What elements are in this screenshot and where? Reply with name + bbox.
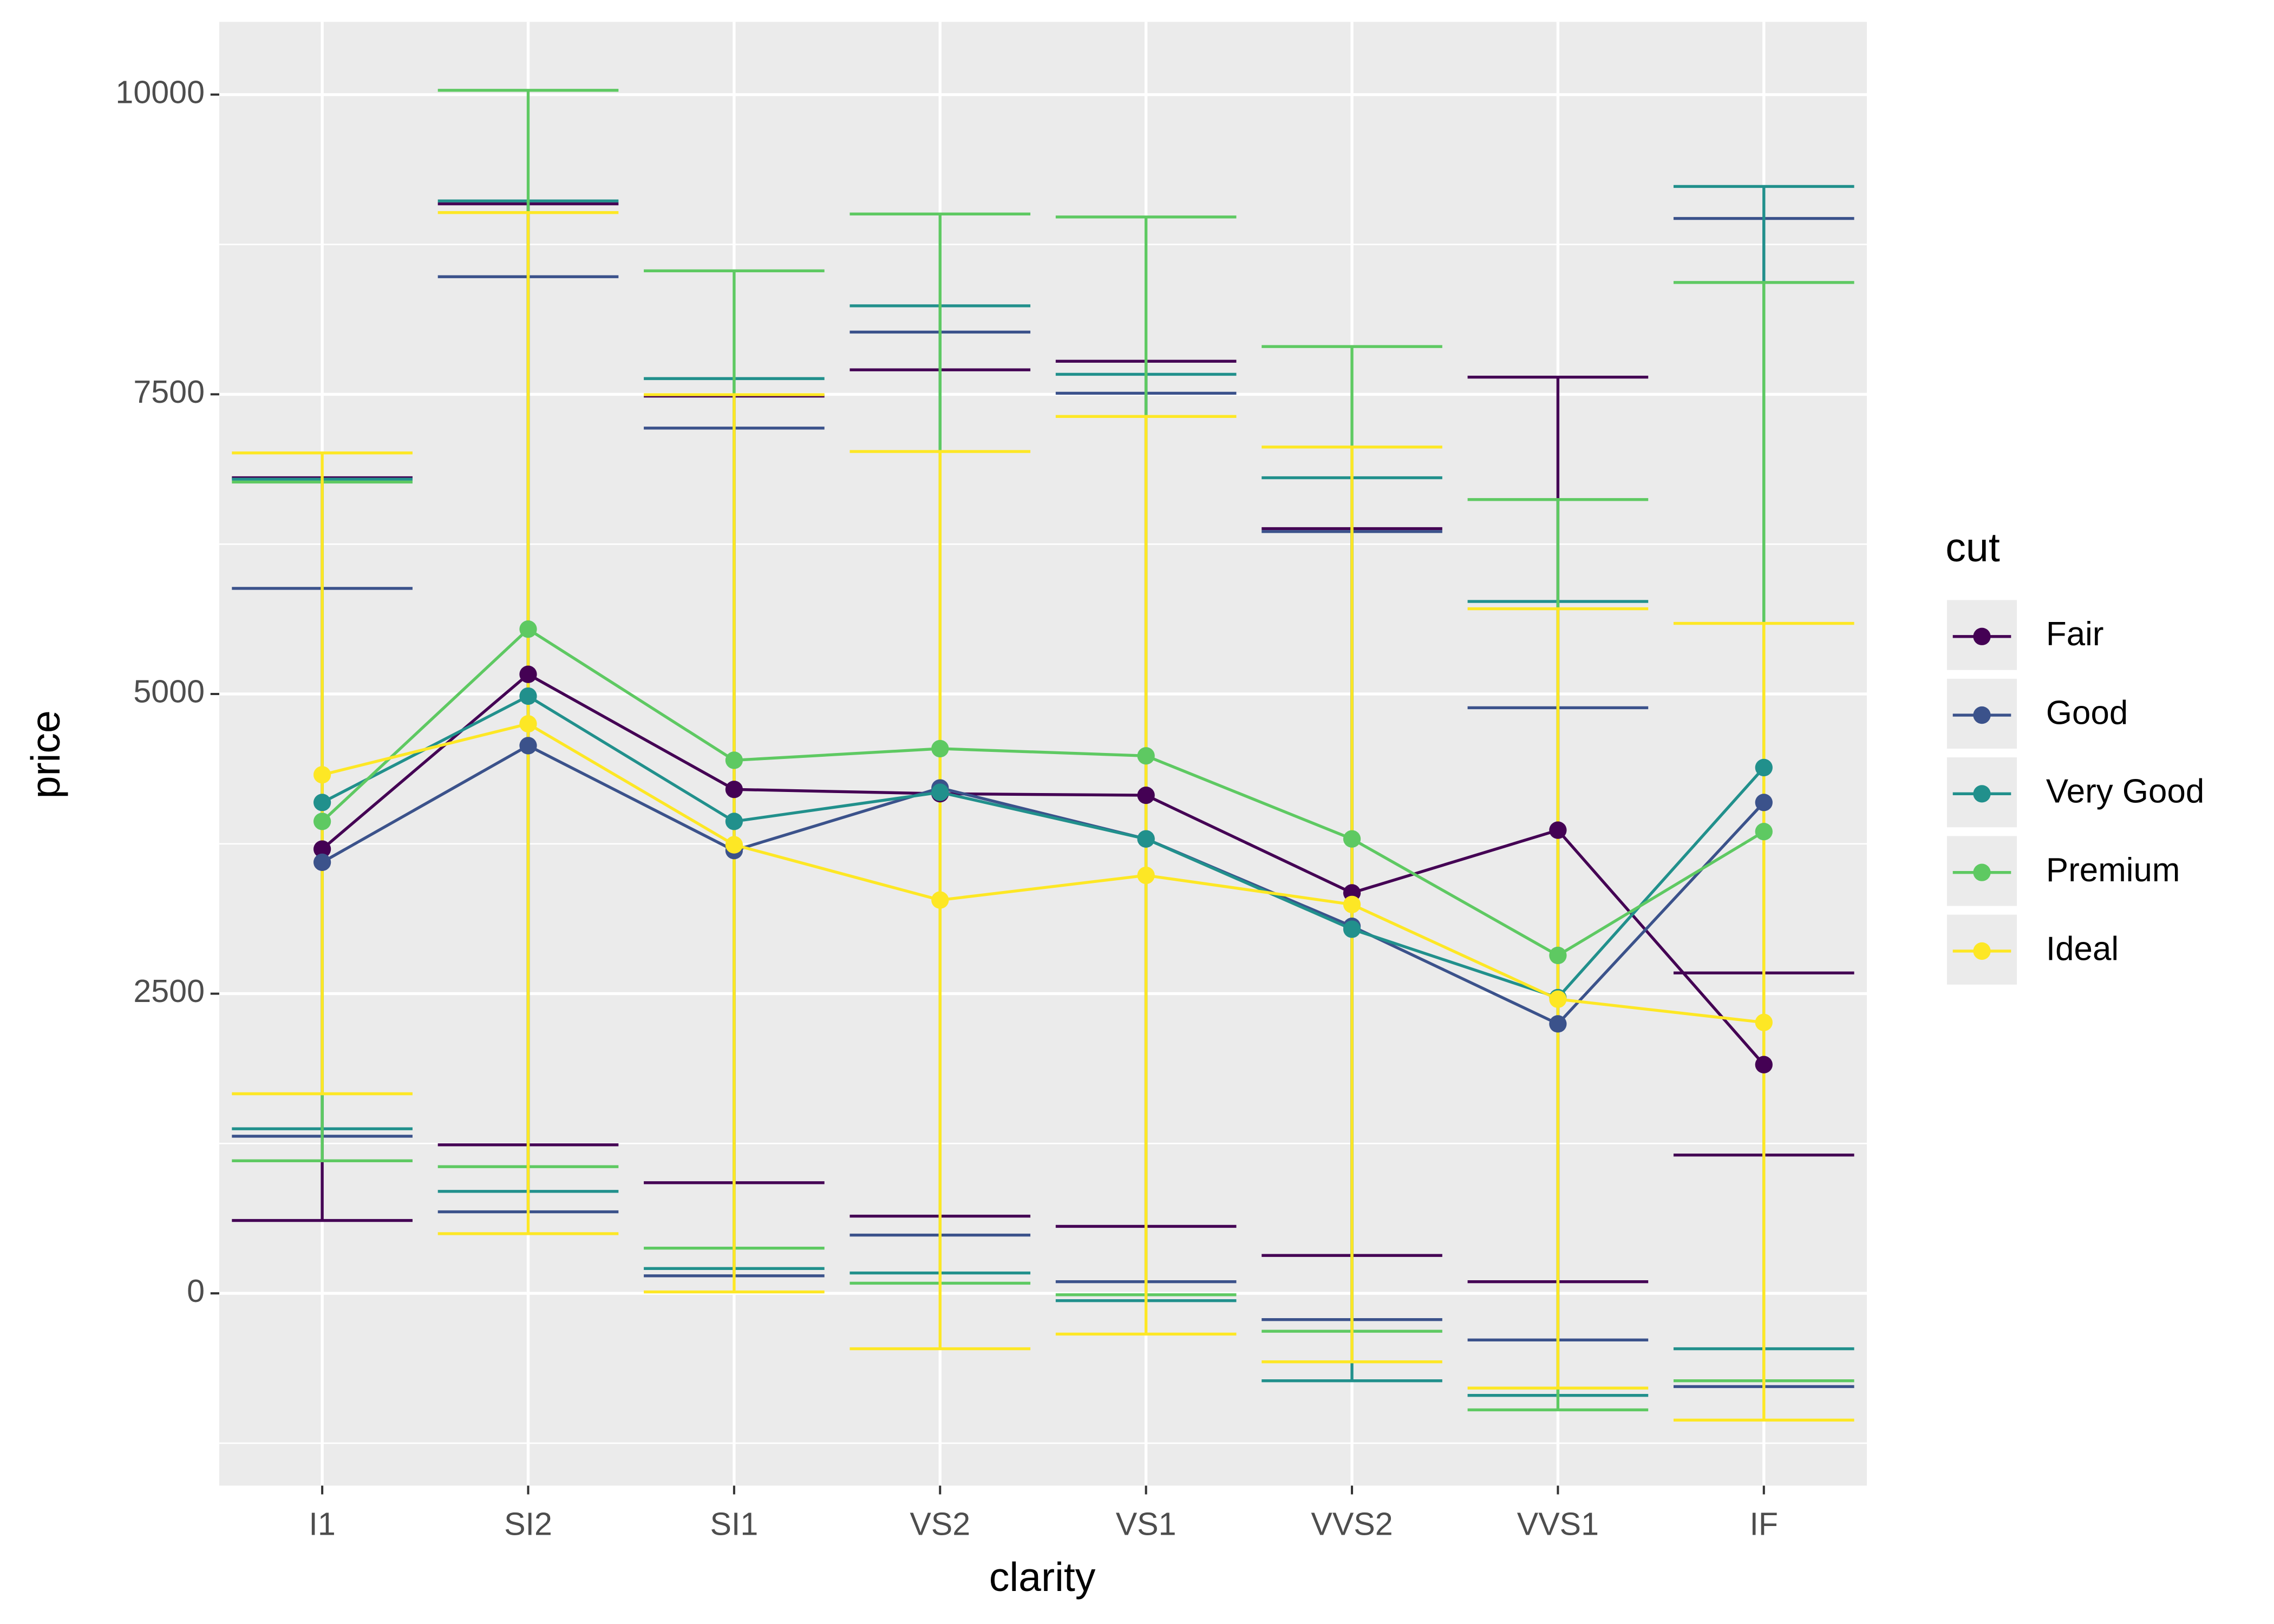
series-line (322, 722, 1765, 1024)
data-point (1343, 830, 1361, 848)
panel-background (219, 22, 1867, 1486)
y-tick-label: 2500 (133, 973, 205, 1009)
legend-label: Ideal (2046, 930, 2119, 967)
data-point (1755, 758, 1773, 777)
data-point (1549, 821, 1567, 839)
data-point (1549, 946, 1567, 965)
data-point (1755, 1013, 1773, 1031)
x-tick-label: SI1 (710, 1505, 758, 1542)
x-tick-label: VS1 (1116, 1505, 1177, 1542)
y-tick-label: 7500 (133, 374, 205, 410)
x-axis-title: clarity (989, 1554, 1096, 1600)
y-tick-label: 0 (187, 1273, 205, 1309)
legend-point (1973, 863, 1991, 881)
data-point (313, 840, 331, 858)
data-point (519, 665, 537, 683)
series-line (321, 672, 1765, 1066)
data-point (1755, 1056, 1773, 1073)
legend-label: Very Good (2046, 773, 2204, 810)
legend-point (1973, 706, 1991, 724)
x-tick-label: IF (1749, 1505, 1778, 1542)
data-point (725, 836, 743, 854)
data-point (313, 766, 331, 784)
legend-point (1973, 942, 1991, 960)
data-point (1343, 895, 1361, 913)
x-tick-label: VS2 (910, 1505, 970, 1542)
data-point (1755, 823, 1773, 841)
data-point (931, 739, 949, 758)
legend-point (1973, 627, 1991, 645)
data-point (519, 687, 537, 705)
x-tick-label: VVS1 (1517, 1505, 1599, 1542)
data-point (519, 715, 537, 733)
data-point (1549, 990, 1567, 1008)
x-tick-label: VVS2 (1311, 1505, 1393, 1542)
series-line (321, 694, 1765, 1000)
data-point (519, 620, 537, 638)
data-point (1137, 747, 1155, 765)
data-point (1137, 786, 1155, 804)
legend-label: Premium (2046, 852, 2180, 889)
legend-point (1973, 785, 1991, 803)
series-line (321, 627, 1765, 958)
data-point (313, 794, 331, 811)
x-tick-label: SI2 (504, 1505, 552, 1542)
y-tick-label: 10000 (115, 74, 205, 110)
y-tick-label: 5000 (133, 673, 205, 710)
data-point (931, 783, 949, 801)
data-point (1755, 794, 1773, 811)
data-point (1137, 830, 1155, 848)
data-point (313, 813, 331, 830)
legend-title: cut (1945, 525, 2000, 570)
data-point (313, 853, 331, 872)
x-tick-label: I1 (309, 1505, 335, 1542)
data-point (1137, 866, 1155, 885)
y-axis-title: price (23, 710, 68, 798)
data-point (519, 737, 537, 755)
legend-label: Good (2046, 694, 2128, 731)
data-point (931, 891, 949, 909)
data-point (1549, 1015, 1567, 1033)
data-point (725, 751, 743, 769)
data-point (725, 781, 743, 798)
legend-label: Fair (2046, 615, 2104, 653)
series-line (321, 744, 1765, 1026)
data-point (725, 813, 743, 830)
data-point (1343, 920, 1361, 938)
